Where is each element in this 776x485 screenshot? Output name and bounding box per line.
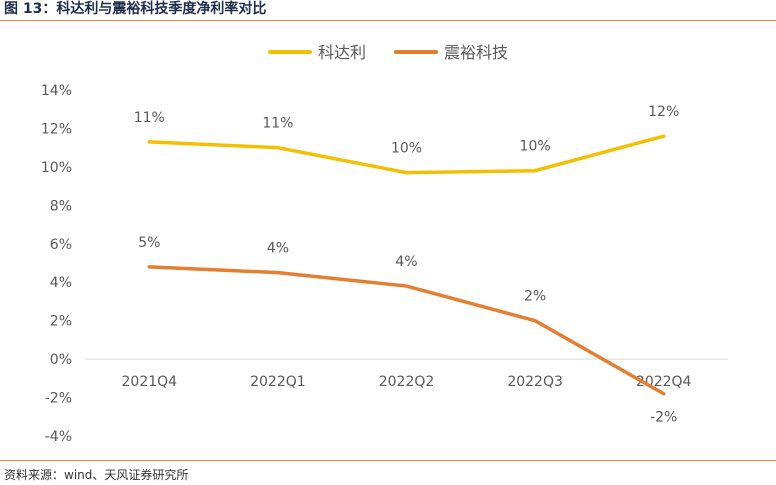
x-tick-label: 2022Q2: [379, 374, 435, 390]
y-axis: 14% 12% 10% 8% 6% 4% 2% 0% -2% -4%: [41, 83, 72, 445]
y-tick-label: 2%: [50, 314, 72, 330]
legend: 科达利 震裕科技: [268, 43, 508, 62]
y-tick-label: 0%: [50, 352, 72, 368]
data-label: 2%: [524, 289, 546, 305]
data-label: 11%: [134, 110, 165, 126]
y-tick-label: 12%: [41, 121, 72, 137]
data-label: 5%: [138, 235, 160, 251]
y-tick-label: 4%: [50, 275, 72, 291]
y-tick-label: -2%: [45, 391, 72, 407]
data-label: 12%: [648, 104, 679, 120]
y-tick-label: 14%: [41, 83, 72, 99]
data-labels: 11% 11% 10% 10% 12% 5% 4% 4% 2% -2%: [134, 104, 680, 426]
legend-label: 震裕科技: [444, 43, 508, 62]
y-tick-label: 6%: [50, 237, 72, 253]
x-tick-label: 2021Q4: [122, 374, 178, 390]
footer-divider: [0, 460, 776, 461]
title-divider: [0, 20, 776, 21]
y-tick-label: 8%: [50, 198, 72, 214]
y-tick-label: 10%: [41, 160, 72, 176]
data-label: 10%: [391, 141, 422, 157]
legend-label: 科达利: [318, 43, 366, 62]
line-chart: 科达利 震裕科技 14% 12% 10% 8% 6% 4% 2% 0% -2% -4% 2021Q4…: [41, 43, 728, 445]
x-axis: 2021Q4 2022Q1 2022Q2 2022Q3 2022Q4: [122, 374, 692, 390]
figure-title: 图 13：科达利与震裕科技季度净利率对比: [4, 1, 267, 17]
data-label: 4%: [267, 241, 289, 257]
source-note: 资料来源：wind、天风证券研究所: [4, 468, 189, 482]
series-line-2: [147, 265, 666, 396]
data-label: 10%: [520, 139, 551, 155]
y-tick-label: -4%: [45, 429, 72, 445]
x-tick-label: 2022Q3: [507, 374, 563, 390]
data-label: 4%: [395, 254, 417, 270]
series-lines: [147, 134, 666, 396]
data-label: 11%: [262, 116, 293, 132]
x-tick-label: 2022Q1: [250, 374, 306, 390]
data-label: -2%: [650, 410, 677, 426]
series-line-1: [147, 134, 666, 175]
